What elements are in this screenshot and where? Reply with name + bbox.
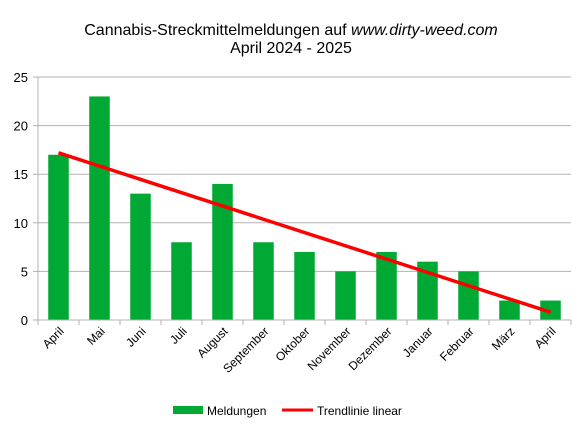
y-tick-label: 10 (14, 216, 28, 231)
x-tick-label: Juli (167, 324, 190, 347)
x-tick-label: Februar (437, 324, 477, 364)
axes (37, 77, 571, 321)
bar (499, 300, 520, 320)
y-tick-label: 5 (21, 264, 28, 279)
x-tick-label: Mai (84, 324, 108, 348)
bar (458, 271, 479, 320)
x-tick-label: Juni (123, 324, 148, 349)
y-tick-label: 15 (14, 167, 28, 182)
legend-swatch-meldungen (173, 406, 203, 414)
bar (253, 242, 274, 320)
bar (540, 300, 561, 320)
bar (89, 96, 110, 320)
bar (335, 271, 356, 320)
trendline (57, 151, 552, 314)
bar (48, 154, 69, 320)
x-tick-label: Dezember (346, 324, 395, 373)
chart-title-site: www.dirty-weed.com (351, 22, 498, 39)
x-tick-label: Oktober (273, 324, 313, 364)
legend-label-meldungen: Meldungen (207, 404, 266, 418)
chart-title-line-1: Cannabis-Streckmittelmeldungen auf www.d… (84, 22, 498, 39)
x-tick-label: Januar (400, 324, 436, 360)
trendline-layer (57, 151, 552, 314)
x-tick-label: März (489, 324, 518, 353)
x-tick-label: April (532, 324, 559, 351)
bar (417, 261, 438, 320)
y-tick-label: 25 (14, 70, 28, 85)
bars (48, 96, 561, 320)
bar (376, 251, 397, 320)
bar (130, 193, 151, 320)
x-tick-label: April (40, 324, 67, 351)
bar (171, 242, 192, 320)
chart-title-prefix: Cannabis-Streckmittelmeldungen auf (84, 22, 351, 39)
y-axis-ticks: 0 5 10 15 20 25 (14, 70, 28, 328)
bar (294, 251, 315, 320)
legend-label-trendline: Trendlinie linear (317, 404, 402, 418)
legend: Meldungen Trendlinie linear (173, 404, 402, 418)
chart-title-line-2: April 2024 - 2025 (230, 40, 352, 57)
bar (212, 183, 233, 320)
y-tick-label: 20 (14, 119, 28, 134)
x-tick-label: August (194, 324, 231, 361)
y-tick-label: 0 (21, 313, 28, 328)
x-tick-label: November (305, 324, 354, 373)
